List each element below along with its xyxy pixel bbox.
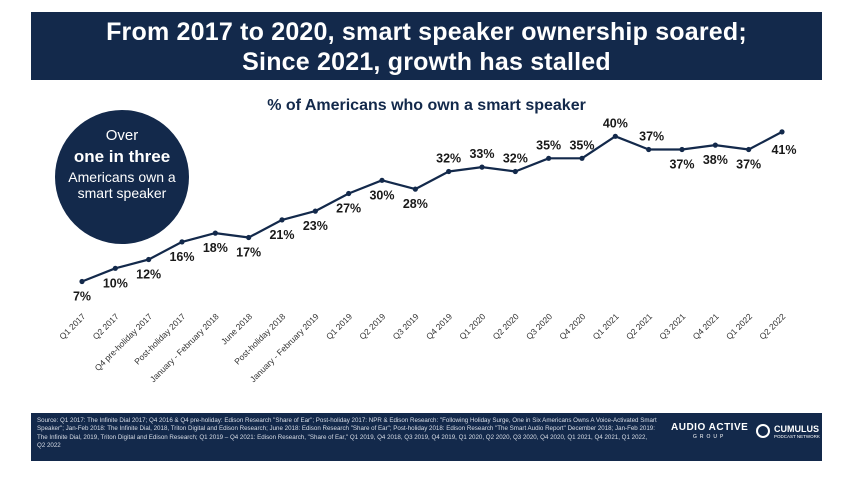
data-label: 33% — [469, 147, 494, 161]
data-point — [546, 155, 552, 161]
x-tick-label: Q4 2019 — [424, 311, 454, 341]
audio-active-logo-sub: GROUP — [692, 434, 727, 440]
data-label: 30% — [369, 188, 394, 202]
data-label: 38% — [703, 153, 728, 167]
slide — [30, 0, 826, 480]
data-label: 27% — [336, 202, 361, 216]
data-point — [279, 217, 285, 223]
data-point — [79, 278, 85, 285]
data-label: 32% — [436, 152, 461, 166]
data-point — [179, 239, 185, 245]
data-point — [579, 155, 585, 161]
x-tick-label: January - February 2018 — [148, 311, 221, 384]
data-label: 37% — [639, 130, 664, 144]
data-label: 37% — [669, 158, 694, 172]
data-label: 28% — [403, 197, 428, 211]
data-point — [212, 230, 218, 236]
x-tick-label: Q2 2019 — [357, 311, 387, 341]
x-tick-label: Q4 pre-holiday 2017 — [93, 311, 155, 373]
series-line — [81, 130, 783, 283]
chart-title: % of Americans who own a smart speaker — [267, 97, 586, 114]
data-label: 35% — [569, 138, 594, 152]
data-point — [312, 208, 318, 214]
x-tick-label: Q3 2021 — [657, 311, 687, 341]
x-tick-label: June 2018 — [219, 311, 254, 346]
x-tick-label: Q2 2017 — [91, 311, 121, 341]
data-point — [346, 190, 352, 197]
headline-banner: From 2017 to 2020, smart speaker ownersh… — [31, 12, 822, 80]
cumulus-logo-text: CUMULUS — [774, 424, 819, 434]
data-point — [479, 164, 485, 170]
data-point — [379, 177, 385, 183]
cumulus-logo-sub: PODCAST NETWORK — [774, 434, 820, 439]
x-tick-label: Q1 2020 — [457, 311, 487, 341]
x-tick-label: Q2 2021 — [624, 311, 654, 341]
data-point — [646, 146, 652, 153]
x-tick-label: Q1 2019 — [324, 311, 354, 341]
x-tick-label: Q4 2020 — [557, 311, 587, 341]
data-point — [146, 256, 152, 263]
callout-line-1: Over — [105, 127, 139, 144]
data-label: 16% — [169, 250, 194, 264]
data-label: 7% — [73, 290, 91, 304]
headline-line-2: Since 2021, growth has stalled — [242, 48, 611, 76]
callout-circle: Over one in three Americans own a smart … — [55, 110, 189, 244]
callout-line-3: Americans own a smart speaker — [68, 169, 176, 201]
data-point — [512, 168, 518, 175]
x-tick-label: Q1 2017 — [57, 311, 87, 341]
x-tick-label: Q3 2019 — [391, 311, 421, 341]
x-tick-label: Q4 2021 — [691, 311, 721, 341]
data-point — [612, 133, 618, 139]
x-tick-label: Q2 2020 — [491, 311, 521, 341]
callout-line-2: one in three — [73, 147, 171, 166]
data-label: 23% — [303, 219, 328, 233]
data-point — [779, 129, 785, 135]
data-label: 10% — [103, 276, 128, 290]
data-point — [412, 186, 418, 192]
data-point — [679, 146, 685, 153]
source-footer: Source: Q1 2017: The Infinite Dial 2017;… — [31, 413, 822, 461]
data-label: 37% — [736, 158, 761, 172]
data-point — [746, 146, 752, 153]
data-label: 12% — [136, 268, 161, 282]
audio-active-logo: AUDIO ACTIVE GROUP — [671, 422, 748, 440]
data-label: 41% — [771, 143, 796, 157]
data-label: 40% — [603, 116, 628, 130]
cumulus-ring-icon — [756, 424, 770, 438]
data-label: 32% — [503, 152, 528, 166]
data-point — [246, 234, 252, 241]
x-tick-label: Q3 2020 — [524, 311, 554, 341]
x-tick-label: Q2 2022 — [757, 311, 787, 341]
data-label: 35% — [536, 138, 561, 152]
data-point — [112, 265, 118, 271]
data-label: 21% — [269, 228, 294, 242]
x-tick-label: Q1 2021 — [591, 311, 621, 341]
data-point — [446, 168, 452, 175]
x-tick-label: January - February 2019 — [248, 311, 321, 384]
data-label: 17% — [236, 246, 261, 260]
source-note: Source: Q1 2017: The Infinite Dial 2017;… — [37, 417, 657, 450]
headline-line-1: From 2017 to 2020, smart speaker ownersh… — [106, 18, 747, 46]
data-point — [712, 142, 718, 148]
data-label: 18% — [203, 241, 228, 255]
audio-active-logo-text: AUDIO ACTIVE — [671, 422, 749, 433]
x-tick-label: Q1 2022 — [724, 311, 754, 341]
